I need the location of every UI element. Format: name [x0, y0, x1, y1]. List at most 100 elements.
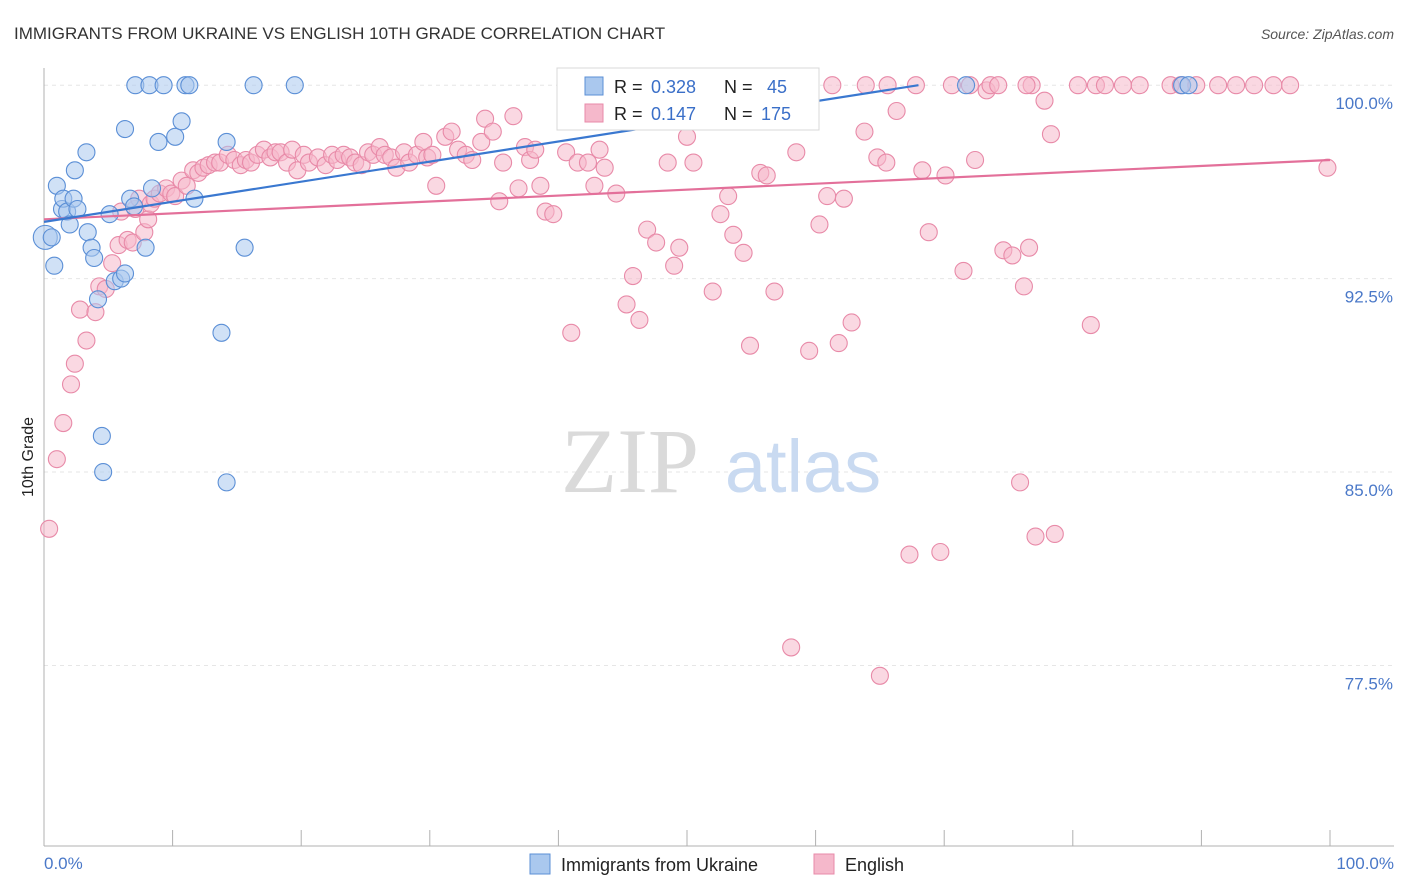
- point-english: [630, 310, 649, 329]
- stats-r-label-ukraine: R =: [614, 77, 643, 97]
- point-ukraine: [149, 132, 168, 151]
- point-english: [711, 205, 730, 224]
- point-english: [734, 243, 753, 262]
- point-english: [65, 354, 84, 373]
- point-english: [585, 176, 604, 195]
- point-english: [1227, 76, 1246, 95]
- point-english: [509, 179, 528, 198]
- point-english: [1014, 277, 1033, 296]
- point-english: [954, 261, 973, 280]
- point-english: [703, 282, 722, 301]
- point-english: [77, 331, 96, 350]
- point-english: [617, 295, 636, 314]
- point-english: [1113, 76, 1133, 95]
- point-english: [670, 238, 689, 257]
- point-english: [472, 132, 491, 151]
- point-english: [1318, 158, 1337, 177]
- stats-n-value-ukraine: 45: [767, 77, 787, 97]
- point-english: [936, 166, 955, 185]
- point-ukraine: [166, 127, 185, 146]
- point-english: [1020, 238, 1039, 257]
- point-english: [1017, 76, 1036, 95]
- point-english: [842, 313, 861, 332]
- point-ukraine: [235, 238, 254, 257]
- point-ukraine: [180, 76, 199, 95]
- x-tick-label-min: 0.0%: [44, 854, 83, 873]
- point-english: [919, 223, 938, 242]
- point-english: [103, 254, 122, 273]
- point-english: [810, 215, 829, 234]
- point-english: [800, 341, 819, 360]
- point-english: [1011, 473, 1030, 492]
- point-english: [427, 176, 446, 195]
- stats-r-label-english: R =: [614, 104, 643, 124]
- point-english: [740, 336, 760, 355]
- point-english: [70, 300, 90, 319]
- y-tick-label: 77.5%: [1345, 674, 1393, 693]
- point-english: [900, 545, 919, 564]
- point-english: [623, 267, 643, 286]
- point-english: [61, 375, 81, 394]
- y-tick-label: 100.0%: [1335, 94, 1393, 113]
- point-english: [1281, 76, 1300, 95]
- point-english: [855, 122, 874, 141]
- point-english: [1264, 76, 1283, 95]
- point-english: [578, 153, 598, 172]
- point-english: [504, 107, 523, 126]
- point-english: [423, 145, 442, 164]
- point-english: [1081, 316, 1100, 335]
- point-english: [1245, 76, 1264, 95]
- point-ukraine: [45, 256, 64, 275]
- point-ukraine: [92, 426, 111, 445]
- point-english: [989, 76, 1008, 95]
- trend-line-english: [43, 158, 1331, 221]
- point-english: [877, 153, 896, 172]
- point-ukraine: [217, 473, 236, 492]
- point-ukraine: [285, 76, 304, 95]
- point-english: [818, 187, 837, 206]
- point-ukraine: [88, 290, 108, 309]
- point-ukraine: [212, 323, 231, 342]
- point-ukraine: [217, 132, 236, 151]
- stats-legend-box: R = 0.328 N = 45 R = 0.147 N = 175: [556, 67, 820, 131]
- y-tick-label: 85.0%: [1345, 481, 1393, 500]
- y-tick-label: 92.5%: [1345, 288, 1393, 307]
- point-ukraine: [136, 238, 155, 257]
- point-ukraine: [154, 76, 173, 95]
- stats-swatch-ukraine: [584, 76, 604, 96]
- legend-swatch-english: [813, 853, 835, 875]
- point-english: [887, 101, 906, 121]
- stats-swatch-english: [584, 103, 604, 123]
- point-english: [931, 542, 950, 562]
- legend-swatch-ukraine: [529, 853, 551, 875]
- point-english: [684, 153, 703, 172]
- point-english: [490, 192, 509, 211]
- x-axis-ticks: [172, 830, 1331, 846]
- point-ukraine: [85, 248, 104, 268]
- point-english: [677, 127, 697, 146]
- point-english: [531, 176, 550, 195]
- watermark: ZIP atlas: [561, 410, 881, 512]
- point-english: [1209, 76, 1228, 95]
- point-english: [787, 143, 806, 162]
- point-english: [595, 158, 614, 177]
- point-english: [590, 140, 609, 159]
- point-ukraine: [244, 76, 263, 95]
- point-english: [913, 161, 932, 180]
- point-english: [483, 122, 502, 141]
- stats-n-label-ukraine: N =: [724, 77, 753, 97]
- point-english: [562, 323, 581, 342]
- point-english: [1045, 524, 1064, 543]
- point-english: [665, 256, 684, 275]
- point-english: [782, 638, 801, 657]
- watermark-atlas: atlas: [725, 425, 881, 508]
- point-english: [757, 166, 776, 185]
- point-ukraine: [142, 179, 162, 198]
- stats-r-value-english: 0.147: [651, 104, 696, 124]
- point-english: [724, 225, 743, 244]
- point-ukraine: [77, 143, 96, 162]
- point-ukraine: [78, 223, 97, 242]
- point-english: [719, 187, 738, 206]
- point-english: [1035, 91, 1054, 110]
